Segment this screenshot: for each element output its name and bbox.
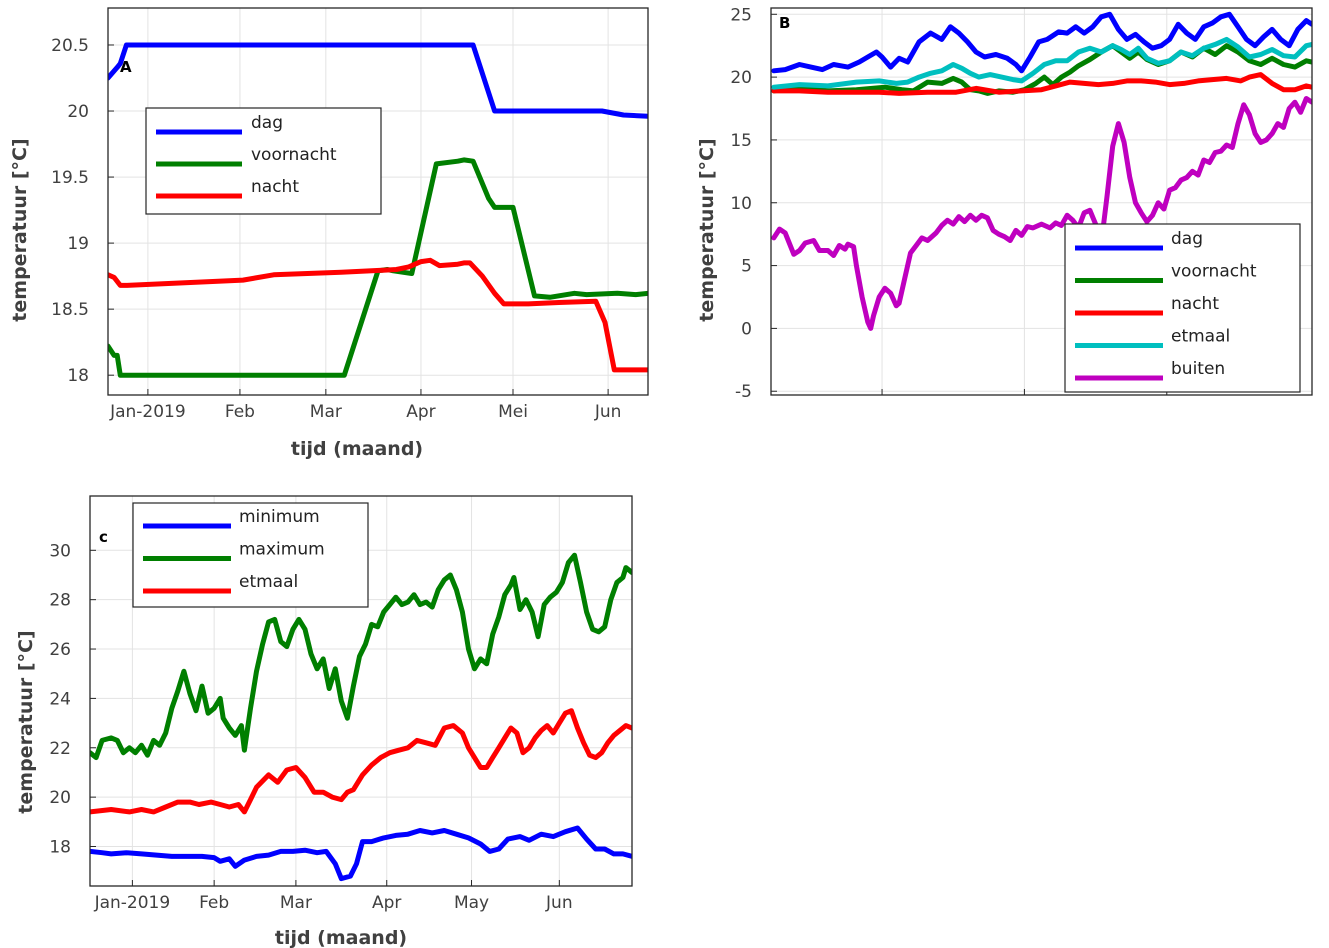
- legend-entry-etmaal: etmaal: [1171, 327, 1230, 347]
- y-ticks: -5 0 5 10 15 20 25: [730, 5, 777, 402]
- series-line-maximum: [90, 552, 632, 761]
- x-axis-label: tijd (maand): [291, 438, 423, 460]
- y-ticks: 18 18.5 19 19.5 20 20.5: [51, 36, 114, 386]
- plot-frame: [107, 7, 649, 396]
- x-tick-label: Jan-2019: [109, 402, 186, 422]
- x-axis-label: tijd (maand): [275, 927, 407, 948]
- panel-c: 18 20 22 24 26 28 30 Jan-2019 Feb Mar Apr May Jun tem…: [15, 495, 633, 948]
- x-tick-label: Feb: [199, 893, 229, 913]
- y-tick-label: 0: [741, 319, 752, 339]
- legend: minimum maximum etmaal: [132, 502, 369, 608]
- plot-frame: [89, 495, 633, 887]
- legend-entry-buiten: buiten: [1171, 359, 1225, 379]
- y-tick-label: 18: [49, 838, 71, 858]
- x-ticks: Jan-2019 Feb Mar Apr Mei Jun: [109, 389, 621, 422]
- y-tick-label: -5: [735, 382, 752, 402]
- y-tick-label: 15: [730, 131, 752, 151]
- legend-entry-nacht: nacht: [1171, 294, 1219, 314]
- y-tick-label: 10: [730, 194, 752, 214]
- legend-entry-dag: dag: [251, 113, 283, 133]
- x-ticks: Jan-2019 Feb Mar Apr May Jun: [94, 880, 573, 913]
- legend-entry-minimum: minimum: [239, 507, 320, 527]
- y-ticks: 18 20 22 24 26 28 30: [49, 541, 96, 858]
- y-tick-label: 24: [49, 689, 71, 709]
- x-tick-label: Mar: [280, 893, 312, 913]
- y-tick-label: 22: [49, 739, 71, 759]
- series-group: [108, 42, 648, 378]
- y-tick-label: 18.5: [51, 300, 89, 320]
- legend: dag voornacht nacht: [145, 107, 382, 215]
- series-line-buiten: [771, 96, 1312, 331]
- y-tick-label: 19: [67, 234, 89, 254]
- series-line-dag: [108, 42, 648, 119]
- legend-entry-nacht: nacht: [251, 177, 299, 197]
- y-tick-label: 5: [741, 257, 752, 277]
- x-tick-label: Feb: [225, 402, 255, 422]
- y-tick-label: 20: [49, 788, 71, 808]
- legend-entry-etmaal: etmaal: [239, 572, 298, 592]
- y-tick-label: 28: [49, 591, 71, 611]
- series-line-voornacht: [771, 43, 1312, 96]
- series-line-minimum: [90, 825, 632, 882]
- legend: dag voornacht nacht etmaal buiten: [1064, 223, 1301, 393]
- series-line-nacht: [771, 72, 1312, 96]
- series-line-nacht: [108, 257, 648, 373]
- legend-box: [1064, 223, 1301, 393]
- y-tick-label: 18: [67, 366, 89, 386]
- legend-entry-maximum: maximum: [239, 540, 325, 560]
- plot-frame: [770, 7, 1313, 396]
- x-tick-label: Mei: [498, 402, 528, 422]
- series-line-voornacht: [108, 157, 648, 378]
- y-axis-label: temperatuur [°C]: [15, 630, 37, 813]
- panel-label: B: [779, 14, 790, 32]
- series-line-etmaal: [90, 708, 632, 815]
- legend-entry-voornacht: voornacht: [251, 145, 337, 165]
- panel-label: A: [120, 58, 132, 76]
- y-axis-label: temperatuur [°C]: [9, 138, 31, 321]
- x-tick-label: Jan-2019: [94, 893, 171, 913]
- legend-entry-voornacht: voornacht: [1171, 262, 1257, 282]
- panel-label: c: [99, 528, 108, 546]
- x-tick-label: Jun: [594, 402, 622, 422]
- series-line-etmaal: [771, 36, 1312, 90]
- y-tick-label: 20: [730, 68, 752, 88]
- x-tick-label: Apr: [372, 893, 401, 913]
- y-tick-label: 20: [67, 102, 89, 122]
- x-tick-label: Jun: [545, 893, 573, 913]
- y-tick-label: 26: [49, 640, 71, 660]
- series-group: [771, 11, 1312, 331]
- series-group: [90, 552, 632, 882]
- x-tick-label: Mar: [310, 402, 342, 422]
- y-tick-label: 19.5: [51, 168, 89, 188]
- series-line-dag: [771, 11, 1312, 74]
- y-axis-label: temperatuur [°C]: [696, 138, 718, 321]
- x-tick-label: May: [454, 893, 489, 913]
- y-tick-label: 30: [49, 541, 71, 561]
- legend-entry-dag: dag: [1171, 229, 1203, 249]
- y-tick-label: 20.5: [51, 36, 89, 56]
- y-tick-label: 25: [730, 5, 752, 25]
- x-tick-label: Apr: [406, 402, 435, 422]
- panel-a: 18 18.5 19 19.5 20 20.5 Jan-2019 Feb Mar Apr Mei Ju…: [9, 7, 649, 460]
